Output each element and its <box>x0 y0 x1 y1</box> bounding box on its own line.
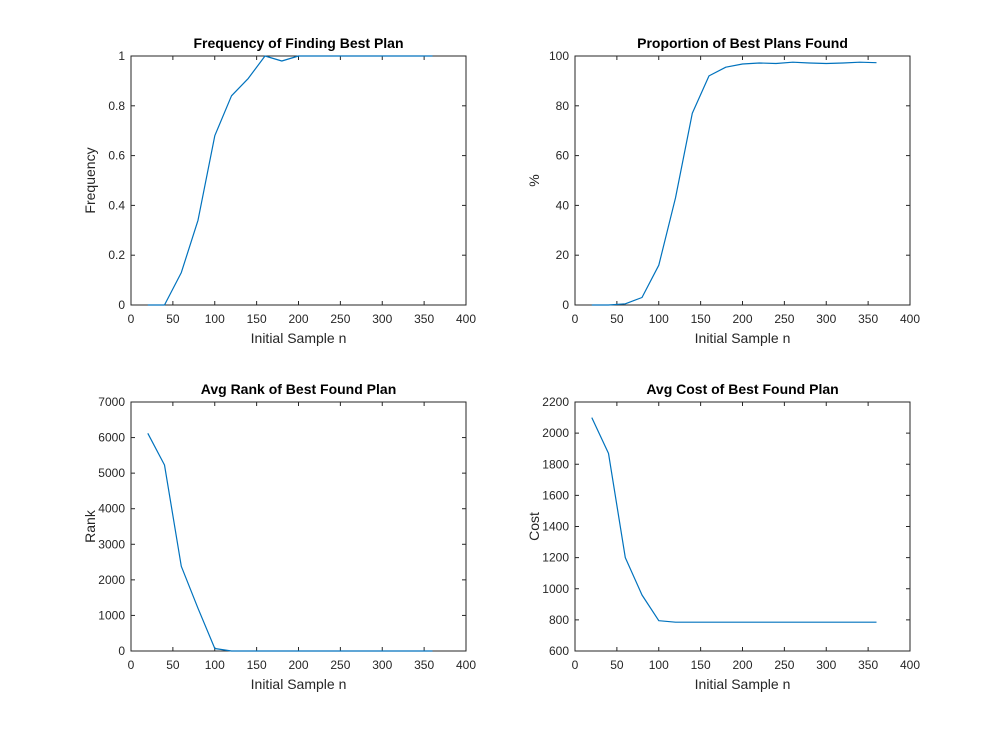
y-tick-label: 3000 <box>98 537 125 551</box>
proportion-axes-box <box>574 55 911 306</box>
y-tick-label: 2000 <box>542 426 569 440</box>
x-tick-label: 350 <box>414 658 434 672</box>
avg-cost-title: Avg Cost of Best Found Plan <box>646 381 838 397</box>
y-tick-label: 1000 <box>542 582 569 596</box>
frequency-y-axis-label: Frequency <box>82 147 98 213</box>
x-tick-label: 250 <box>330 658 350 672</box>
x-tick-label: 100 <box>649 658 669 672</box>
x-tick-label: 150 <box>691 312 711 326</box>
y-tick-label: 0.4 <box>108 198 125 212</box>
y-tick-label: 600 <box>549 644 569 658</box>
avg-cost-series-line <box>591 417 877 623</box>
y-tick-label: 2200 <box>542 395 569 409</box>
x-tick-label: 300 <box>372 658 392 672</box>
frequency-axes-box <box>130 55 467 306</box>
y-tick-label: 1600 <box>542 488 569 502</box>
x-tick-label: 200 <box>732 658 752 672</box>
x-tick-label: 0 <box>572 658 579 672</box>
y-tick-label: 100 <box>549 49 569 63</box>
y-tick-label: 7000 <box>98 395 125 409</box>
subplot-frequency: 0 50 100 150 200 250 300 350 400 0 0.2 0.4 0.6 0.8 1 Fr… <box>82 35 476 346</box>
y-tick-label: 5000 <box>98 466 125 480</box>
x-tick-label: 250 <box>774 658 794 672</box>
proportion-x-axis-label: Initial Sample n <box>695 330 791 346</box>
x-tick-label: 50 <box>610 312 624 326</box>
y-tick-label: 0 <box>118 644 125 658</box>
y-tick-label: 0 <box>562 298 569 312</box>
avg-cost-axes-box <box>574 401 911 652</box>
x-tick-label: 300 <box>816 658 836 672</box>
proportion-title: Proportion of Best Plans Found <box>637 35 848 51</box>
y-tick-label: 0 <box>118 298 125 312</box>
y-tick-label: 80 <box>556 99 570 113</box>
avg-rank-x-axis-label: Initial Sample n <box>251 676 347 692</box>
x-tick-label: 150 <box>691 658 711 672</box>
x-tick-label: 50 <box>166 312 180 326</box>
x-tick-label: 400 <box>900 658 920 672</box>
x-tick-label: 50 <box>610 658 624 672</box>
x-tick-label: 0 <box>572 312 579 326</box>
x-tick-label: 400 <box>900 312 920 326</box>
x-tick-label: 50 <box>166 658 180 672</box>
x-tick-label: 300 <box>372 312 392 326</box>
subplot-avg-cost: 0 50 100 150 200 250 300 350 400 600 800 1000 1200 14… <box>526 381 920 692</box>
y-tick-label: 4000 <box>98 502 125 516</box>
avg-rank-axes-box <box>130 401 467 652</box>
x-tick-label: 350 <box>858 658 878 672</box>
x-tick-label: 150 <box>247 312 267 326</box>
x-tick-label: 100 <box>205 658 225 672</box>
y-tick-label: 2000 <box>98 573 125 587</box>
y-tick-label: 60 <box>556 149 570 163</box>
y-tick-label: 1 <box>118 49 125 63</box>
y-tick-label: 800 <box>549 613 569 627</box>
x-tick-label: 350 <box>414 312 434 326</box>
proportion-series-line <box>591 61 877 306</box>
x-tick-label: 150 <box>247 658 267 672</box>
y-tick-label: 1400 <box>542 520 569 534</box>
frequency-title: Frequency of Finding Best Plan <box>193 35 403 51</box>
y-tick-label: 0.8 <box>108 99 125 113</box>
x-tick-label: 250 <box>330 312 350 326</box>
avg-rank-title: Avg Rank of Best Found Plan <box>201 381 397 397</box>
x-tick-label: 200 <box>732 312 752 326</box>
y-tick-label: 0.6 <box>108 149 125 163</box>
x-tick-label: 250 <box>774 312 794 326</box>
x-tick-label: 100 <box>205 312 225 326</box>
y-tick-label: 6000 <box>98 431 125 445</box>
x-tick-label: 200 <box>288 312 308 326</box>
frequency-series-line <box>147 55 433 306</box>
x-tick-label: 0 <box>128 658 135 672</box>
avg-cost-x-axis-label: Initial Sample n <box>695 676 791 692</box>
proportion-y-axis-label: % <box>526 174 542 186</box>
x-tick-label: 200 <box>288 658 308 672</box>
subplot-proportion: 0 50 100 150 200 250 300 350 400 0 20 40 60 80 100 Prop… <box>526 35 920 346</box>
subplot-avg-rank: 0 50 100 150 200 250 300 350 4000100020003000400… <box>82 381 476 692</box>
avg-rank-series-line <box>147 433 433 652</box>
frequency-x-axis-label: Initial Sample n <box>251 330 347 346</box>
y-tick-label: 40 <box>556 198 570 212</box>
x-tick-label: 350 <box>858 312 878 326</box>
y-tick-label: 0.2 <box>108 248 125 262</box>
x-tick-label: 300 <box>816 312 836 326</box>
y-tick-label: 1000 <box>98 608 125 622</box>
x-tick-label: 400 <box>456 658 476 672</box>
avg-cost-y-axis-label: Cost <box>526 512 542 541</box>
avg-rank-y-axis-label: Rank <box>82 509 98 543</box>
x-tick-label: 100 <box>649 312 669 326</box>
y-tick-label: 1200 <box>542 551 569 565</box>
y-tick-label: 1800 <box>542 457 569 471</box>
x-tick-label: 0 <box>128 312 135 326</box>
x-tick-label: 400 <box>456 312 476 326</box>
y-tick-label: 20 <box>556 248 570 262</box>
